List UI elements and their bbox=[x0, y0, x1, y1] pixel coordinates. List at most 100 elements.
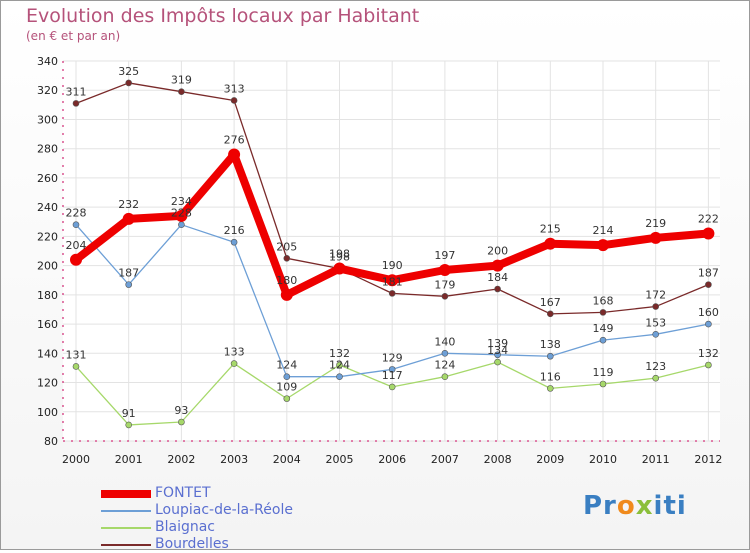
data-point-bourdelles-2004 bbox=[283, 255, 291, 262]
data-point-fontet-2003 bbox=[228, 148, 241, 161]
data-label-fontet-2000: 204 bbox=[66, 239, 87, 252]
data-point-blaignac-2002 bbox=[178, 418, 185, 426]
y-tick-label-160: 160 bbox=[37, 318, 58, 331]
data-label-bourdelles-2000: 311 bbox=[66, 85, 87, 98]
logo-part-3: x bbox=[635, 491, 654, 521]
data-label-bourdelles-2001: 325 bbox=[118, 65, 139, 78]
data-label-fontet-2005: 198 bbox=[329, 248, 350, 261]
data-point-blaignac-2003 bbox=[230, 360, 238, 367]
data-label-fontet-2011: 219 bbox=[645, 217, 666, 230]
y-tick-label-140: 140 bbox=[37, 347, 58, 360]
data-point-fontet-2002 bbox=[175, 209, 188, 222]
data-point-fontet-2000 bbox=[70, 253, 82, 266]
y-tick-label-120: 120 bbox=[37, 377, 58, 390]
x-tick-label-2010: 2010 bbox=[589, 453, 617, 466]
data-label-blaignac-2007: 124 bbox=[434, 359, 455, 372]
data-label-loupiac-de-la-r-ole-2005: 124 bbox=[329, 359, 350, 372]
data-point-blaignac-2001 bbox=[125, 421, 132, 429]
data-point-fontet-2006 bbox=[386, 274, 399, 287]
data-label-loupiac-de-la-r-ole-2007: 140 bbox=[434, 335, 455, 348]
y-tick-label-240: 240 bbox=[37, 201, 58, 214]
data-label-fontet-2003: 276 bbox=[224, 134, 245, 147]
data-point-loupiac-de-la-r-ole-2003 bbox=[230, 238, 238, 246]
data-label-fontet-2006: 190 bbox=[382, 259, 403, 272]
data-point-loupiac-de-la-r-ole-2006 bbox=[388, 366, 396, 373]
legend-label: Blaignac bbox=[155, 519, 215, 535]
legend-label: Loupiac-de-la-Réole bbox=[155, 502, 293, 518]
chart-title: Evolution des Impôts locaux par Habitant bbox=[26, 5, 420, 27]
x-tick-label-2002: 2002 bbox=[167, 453, 195, 466]
data-point-fontet-2005 bbox=[333, 262, 346, 275]
x-tick-label-2008: 2008 bbox=[484, 453, 512, 466]
proxiti-logo: Proxiti bbox=[583, 491, 687, 521]
legend-swatch bbox=[101, 527, 151, 529]
data-point-loupiac-de-la-r-ole-2010 bbox=[599, 336, 607, 344]
data-label-blaignac-2009: 116 bbox=[540, 370, 561, 383]
y-tick-label-320: 320 bbox=[37, 84, 58, 97]
data-point-fontet-2010 bbox=[597, 239, 609, 252]
x-tick-label-2006: 2006 bbox=[378, 453, 406, 466]
x-tick-label-2011: 2011 bbox=[642, 453, 670, 466]
data-label-loupiac-de-la-r-ole-2008: 139 bbox=[487, 337, 508, 350]
y-tick-label-280: 280 bbox=[37, 143, 58, 156]
data-label-blaignac-2004: 109 bbox=[276, 381, 297, 394]
data-label-fontet-2008: 200 bbox=[487, 245, 508, 258]
data-point-loupiac-de-la-r-ole-2002 bbox=[178, 221, 185, 228]
data-label-loupiac-de-la-r-ole-2004: 124 bbox=[276, 359, 297, 372]
data-point-loupiac-de-la-r-ole-2012 bbox=[705, 320, 712, 328]
legend-label: FONTET bbox=[155, 485, 211, 501]
data-label-bourdelles-2006: 181 bbox=[382, 275, 403, 288]
legend-item: FONTET bbox=[101, 485, 361, 502]
data-label-fontet-2004: 180 bbox=[276, 274, 297, 287]
y-tick-label-260: 260 bbox=[37, 172, 58, 185]
x-tick-label-2007: 2007 bbox=[431, 453, 459, 466]
data-label-blaignac-2001: 91 bbox=[122, 407, 136, 420]
data-label-loupiac-de-la-r-ole-2010: 149 bbox=[593, 322, 614, 335]
y-tick-label-220: 220 bbox=[37, 230, 58, 243]
x-tick-label-2000: 2000 bbox=[62, 453, 90, 466]
data-point-blaignac-2010 bbox=[599, 380, 607, 388]
data-label-bourdelles-2008: 184 bbox=[487, 271, 508, 284]
data-label-blaignac-2010: 119 bbox=[593, 366, 614, 379]
y-tick-label-200: 200 bbox=[37, 260, 58, 273]
data-point-bourdelles-2009 bbox=[546, 310, 554, 318]
legend-item: Loupiac-de-la-Réole bbox=[101, 502, 361, 519]
data-point-bourdelles-2010 bbox=[599, 309, 607, 316]
data-label-bourdelles-2004: 205 bbox=[276, 240, 297, 253]
y-tick-label-180: 180 bbox=[37, 289, 58, 302]
data-point-loupiac-de-la-r-ole-2011 bbox=[652, 331, 660, 338]
data-point-bourdelles-2008 bbox=[494, 285, 501, 293]
data-point-bourdelles-2001 bbox=[125, 79, 132, 87]
data-label-blaignac-2002: 93 bbox=[174, 404, 188, 417]
y-tick-label-100: 100 bbox=[37, 406, 58, 419]
data-point-loupiac-de-la-r-ole-2008 bbox=[494, 351, 501, 359]
data-label-blaignac-2003: 133 bbox=[224, 346, 245, 359]
data-point-loupiac-de-la-r-ole-2007 bbox=[441, 350, 449, 357]
data-point-fontet-2007 bbox=[438, 264, 451, 276]
x-tick-label-2003: 2003 bbox=[220, 453, 248, 466]
data-point-blaignac-2000 bbox=[72, 363, 80, 370]
data-point-blaignac-2008 bbox=[494, 358, 501, 366]
x-tick-label-2009: 2009 bbox=[536, 453, 564, 466]
data-point-blaignac-2012 bbox=[705, 361, 712, 369]
data-label-loupiac-de-la-r-ole-2006: 129 bbox=[382, 351, 403, 364]
data-label-fontet-2009: 215 bbox=[540, 223, 561, 236]
data-point-fontet-2008 bbox=[491, 259, 504, 272]
plot-area bbox=[63, 61, 720, 441]
data-label-fontet-2010: 214 bbox=[593, 224, 614, 237]
data-point-fontet-2004 bbox=[280, 288, 293, 301]
data-label-bourdelles-2012: 187 bbox=[698, 267, 719, 280]
data-label-fontet-2012: 222 bbox=[698, 212, 719, 225]
legend-swatch bbox=[101, 544, 151, 546]
legend-swatch bbox=[101, 510, 151, 512]
y-tick-label-300: 300 bbox=[37, 113, 58, 126]
data-point-blaignac-2011 bbox=[652, 374, 660, 382]
data-point-loupiac-de-la-r-ole-2004 bbox=[283, 373, 291, 380]
data-label-loupiac-de-la-r-ole-2009: 138 bbox=[540, 338, 561, 351]
data-label-bourdelles-2005: 198 bbox=[329, 251, 350, 264]
x-tick-label-2001: 2001 bbox=[115, 453, 143, 466]
data-label-blaignac-2012: 132 bbox=[698, 347, 719, 360]
legend-item: Blaignac bbox=[101, 519, 361, 536]
